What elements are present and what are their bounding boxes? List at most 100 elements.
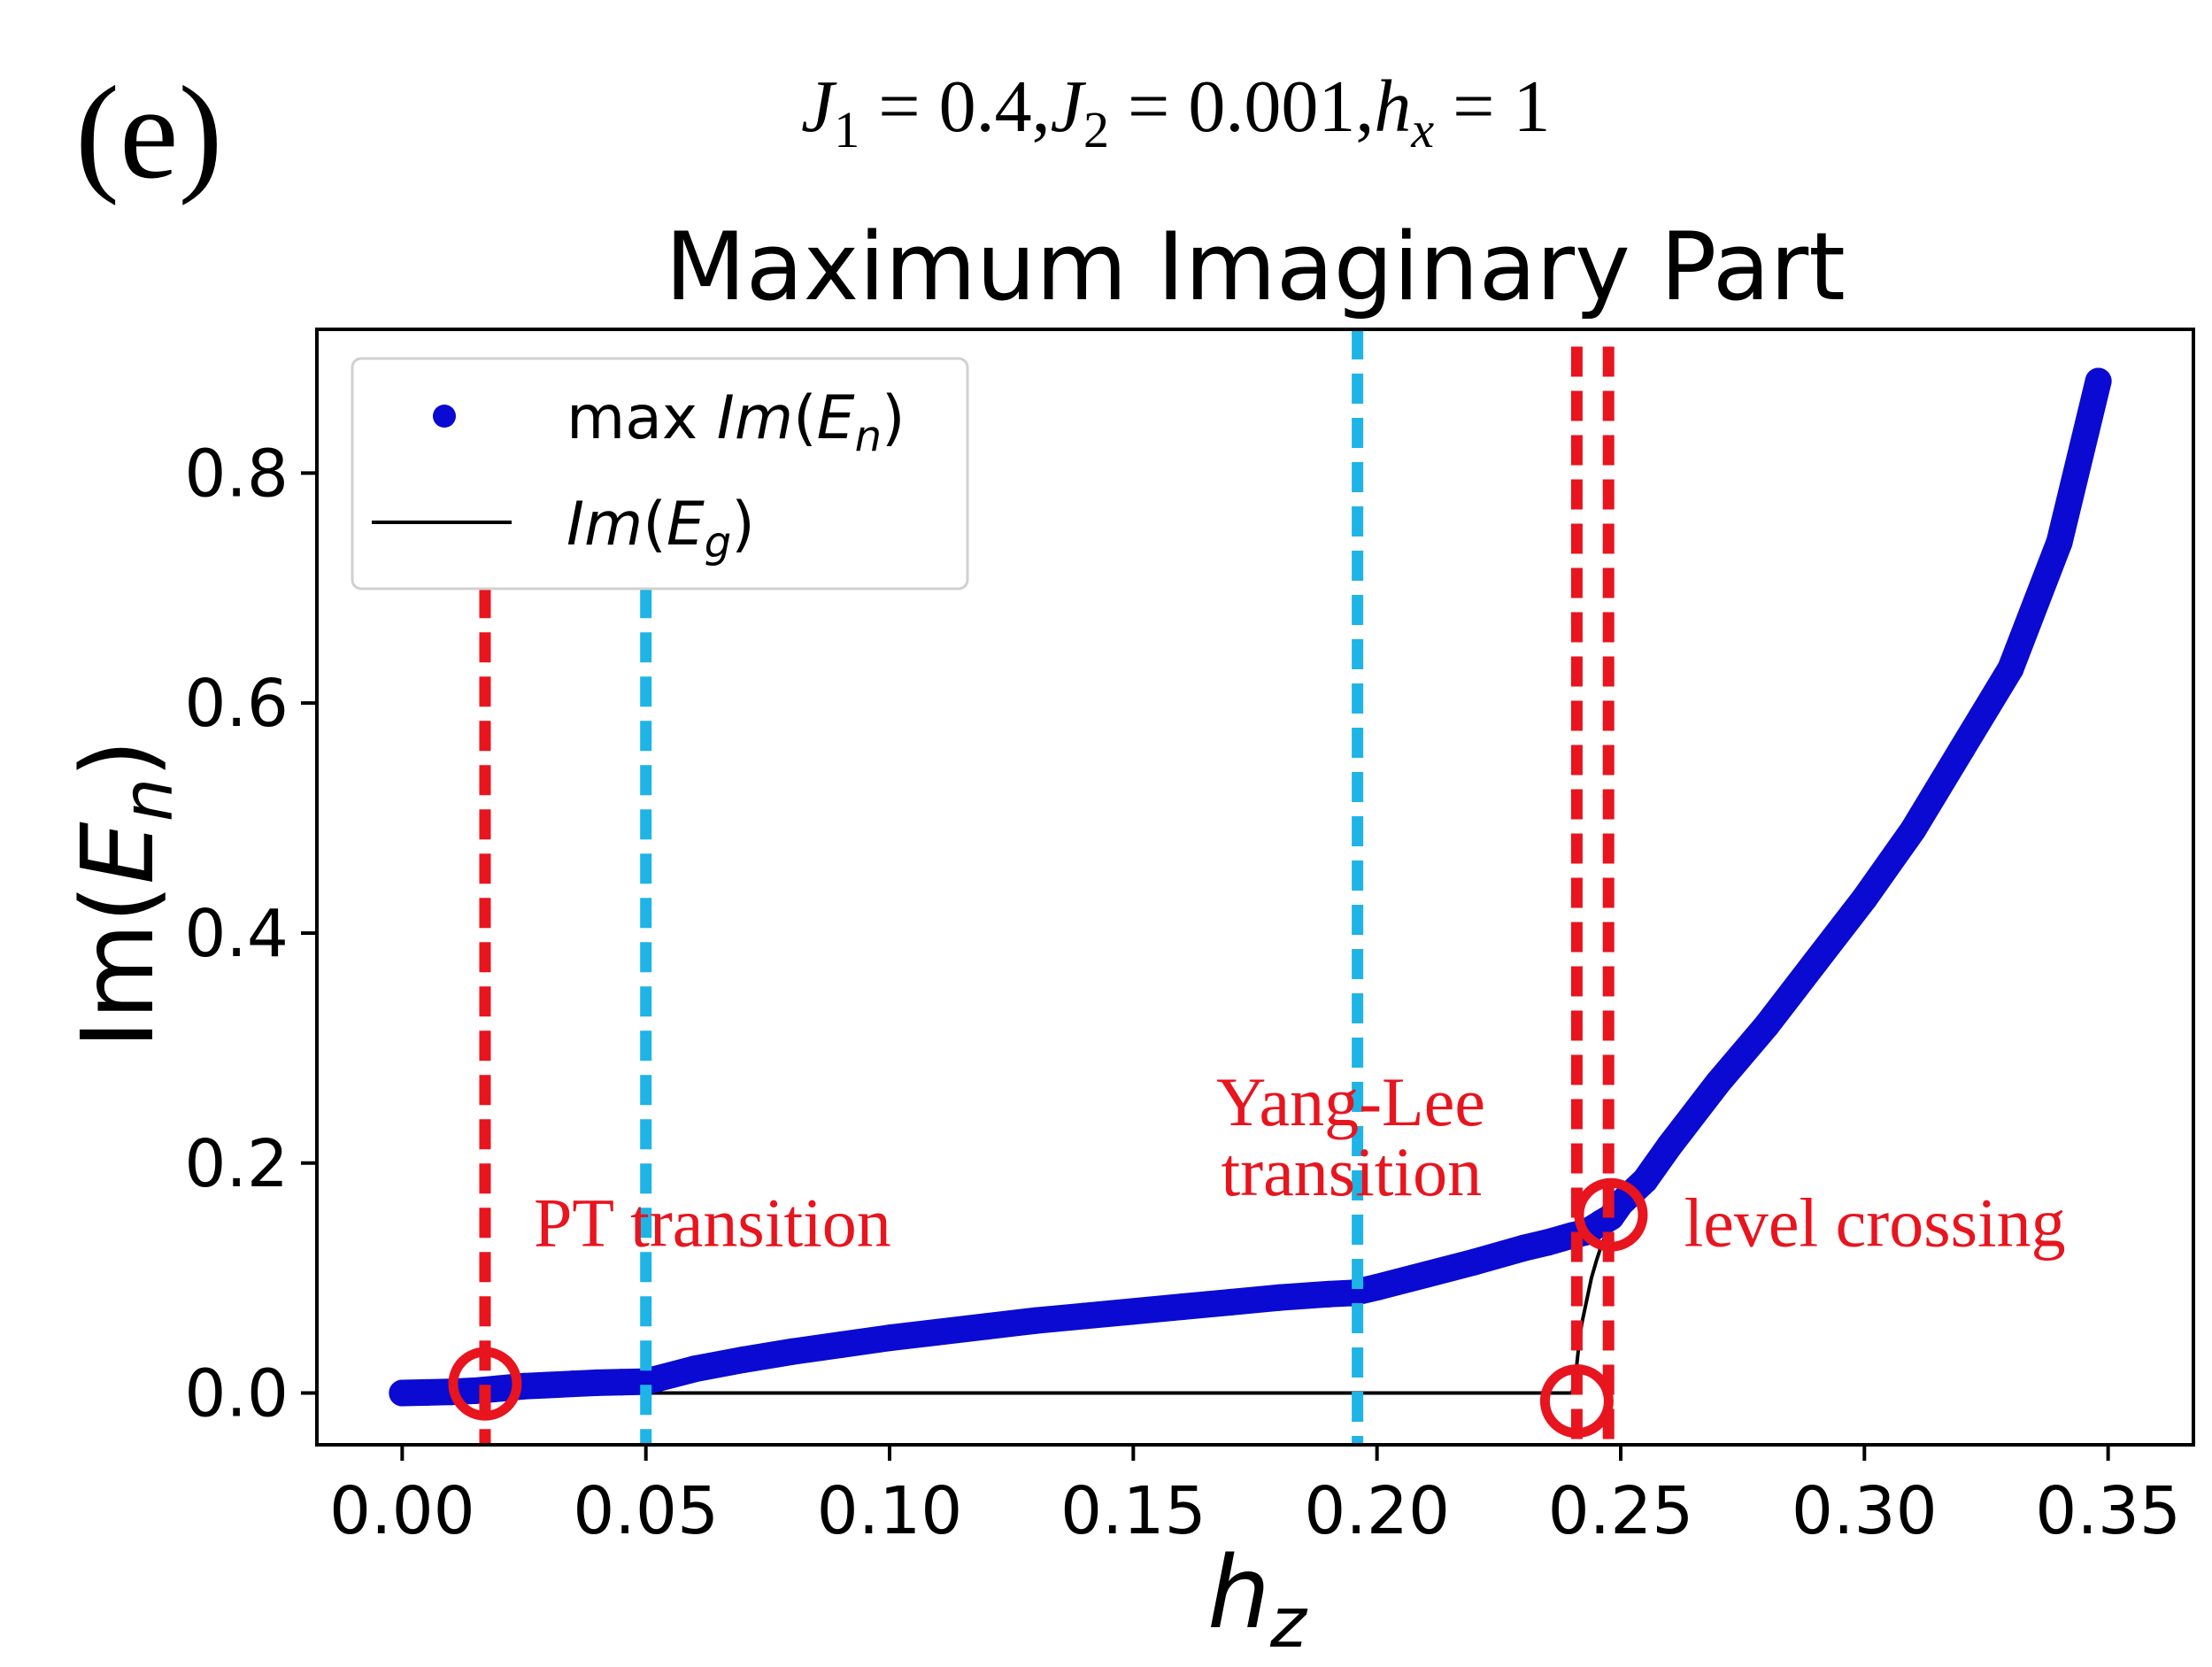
legend-ground-close: ) — [731, 490, 755, 560]
x-axis-label-symbol: h — [1207, 1536, 1270, 1651]
x-tick-label: 0.35 — [2035, 1473, 2181, 1549]
max-series-point — [535, 1371, 562, 1399]
max-series-point — [1509, 1234, 1537, 1262]
max-series-point — [1900, 816, 1927, 844]
param-j1-value: = 0.4, — [859, 66, 1050, 148]
y-axis-label-suffix: ) — [61, 739, 176, 778]
parameter-line: J1 = 0.4,J2 = 0.001,hx = 1 — [801, 66, 1550, 158]
max-series-point — [1120, 1298, 1147, 1325]
param-j1-sub: 1 — [834, 101, 859, 158]
x-tick-label: 0.05 — [573, 1473, 719, 1549]
transition-circle — [1574, 1177, 1648, 1252]
y-axis-label-symbol: E — [61, 822, 176, 884]
max-series-point — [974, 1313, 1001, 1340]
x-tick-label: 0.25 — [1548, 1473, 1694, 1549]
max-series-point — [1997, 655, 2024, 683]
max-series-point — [412, 1378, 440, 1406]
max-series-point — [1071, 1302, 1098, 1330]
y-tick-label: 0.8 — [184, 436, 289, 512]
legend-label-ground: Im(Eg) — [566, 490, 755, 567]
legend-max-im: Im — [717, 383, 793, 453]
max-series-point — [1534, 1229, 1561, 1256]
plot-frame — [315, 328, 2195, 1447]
max-series-point — [925, 1318, 952, 1346]
transition-circle — [448, 1347, 522, 1421]
max-series-point — [2046, 529, 2073, 556]
max-series-point — [486, 1375, 513, 1402]
legend-marker-max — [433, 405, 456, 428]
max-series-point — [1705, 1069, 1732, 1096]
max-series-point — [2085, 367, 2112, 395]
max-series-point — [1412, 1261, 1439, 1288]
max-series-point — [1461, 1248, 1488, 1276]
max-series-point — [559, 1370, 587, 1398]
max-series-point — [778, 1338, 805, 1365]
y-tick-label: 0.4 — [184, 896, 289, 972]
max-series-point — [632, 1368, 659, 1395]
legend: max Im(En) Im(Eg) — [351, 357, 969, 590]
legend-ground-im: Im — [566, 490, 643, 560]
max-series-point — [1363, 1274, 1391, 1301]
legend-ground-open: ( — [643, 490, 667, 560]
max-series-point — [1631, 1167, 1659, 1194]
transition-markers — [448, 1177, 1648, 1439]
max-series-point — [1266, 1284, 1293, 1311]
param-hx-symbol: h — [1374, 66, 1411, 148]
max-series-point — [1022, 1307, 1050, 1334]
legend-ground-var: E — [667, 490, 705, 560]
transition-lines — [479, 329, 1615, 1445]
x-tick-label: 0.15 — [1060, 1473, 1206, 1549]
panel-label: (e) — [75, 59, 222, 206]
legend-max-close: ) — [882, 383, 906, 453]
max-series-point — [729, 1346, 757, 1373]
max-series-point — [1948, 736, 1976, 763]
max-series-point — [1217, 1288, 1245, 1316]
annotation-text: PT transition — [534, 1184, 891, 1261]
max-series-point — [681, 1355, 708, 1383]
param-j2-symbol: J — [1051, 66, 1087, 148]
max-series-point — [608, 1369, 636, 1396]
param-j1-symbol: J — [801, 66, 837, 148]
max-series-point — [1851, 884, 1878, 912]
max-series-point — [389, 1379, 416, 1407]
max-series-point — [1168, 1293, 1196, 1321]
x-axis-label-sub: z — [1269, 1584, 1308, 1663]
legend-max-var: E — [817, 383, 855, 453]
chart-title: Maximum Imaginary Part — [665, 212, 1846, 321]
max-series-point — [1314, 1280, 1342, 1308]
legend-max-sub: n — [855, 412, 882, 461]
max-series-point — [583, 1369, 611, 1396]
annotation-text: transition — [1221, 1133, 1482, 1210]
y-tick-label: 0.2 — [184, 1126, 289, 1202]
y-axis-label-sub: n — [109, 778, 189, 822]
max-series-point — [1753, 1011, 1781, 1038]
annotation-text: level crossing — [1684, 1184, 2066, 1261]
param-hx-value: = 1 — [1434, 66, 1550, 148]
param-j2-value: = 0.001, — [1109, 66, 1374, 148]
annotation-text: Yang-Lee — [1216, 1063, 1485, 1140]
max-imaginary-series — [389, 367, 2112, 1407]
y-tick-label: 0.6 — [184, 666, 289, 742]
y-tick-label: 0.0 — [184, 1356, 289, 1432]
legend-max-prefix: max — [566, 383, 717, 453]
legend-frame — [351, 357, 969, 590]
legend-label-max: max Im(En) — [566, 383, 906, 461]
max-series-point — [827, 1331, 854, 1358]
legend-max-open: ( — [793, 383, 817, 453]
param-hx-sub: x — [1410, 101, 1434, 158]
x-tick-label: 0.20 — [1304, 1473, 1450, 1549]
max-series-point — [1656, 1132, 1684, 1160]
param-j2-sub: 2 — [1083, 101, 1109, 158]
x-tick-label: 0.30 — [1792, 1473, 1938, 1549]
y-axis-label-prefix: Im( — [61, 884, 176, 1049]
y-axis-label: Im(En) — [61, 739, 189, 1049]
x-tick-label: 0.10 — [817, 1473, 963, 1549]
x-axis-label: hz — [1207, 1536, 1308, 1663]
transition-circle — [1539, 1364, 1614, 1439]
axes: 0.00 0.05 0.10 0.15 0.20 0.25 0.30 0.35 0.0 0.2 0.… — [184, 328, 2195, 1549]
max-series-point — [1802, 948, 1830, 976]
legend-ground-sub: g — [705, 518, 731, 567]
max-series-point — [876, 1324, 904, 1352]
